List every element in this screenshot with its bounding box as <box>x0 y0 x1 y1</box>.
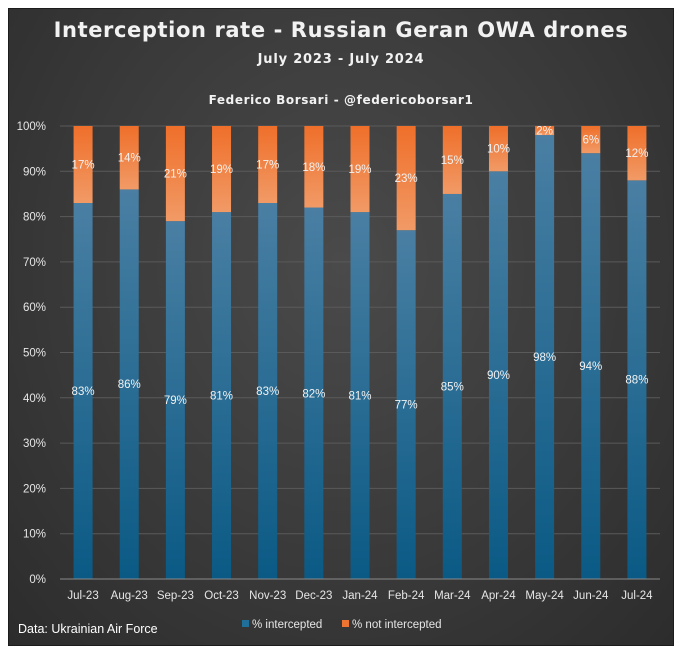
data-label-intercepted: 94% <box>579 361 602 373</box>
x-tick-label: May-24 <box>525 590 564 602</box>
bar-intercepted <box>350 212 370 579</box>
bar-intercepted <box>119 189 139 580</box>
data-label-not-intercepted: 18% <box>302 162 325 174</box>
legend: % intercepted % not intercepted <box>242 619 442 631</box>
data-label-intercepted: 98% <box>533 352 556 364</box>
y-tick-label: 10% <box>23 529 46 541</box>
x-tick-label: Oct-23 <box>204 590 239 602</box>
legend-swatch-not-intercepted <box>342 620 349 627</box>
data-label-intercepted: 82% <box>302 388 325 400</box>
x-tick-label: Mar-24 <box>434 590 471 602</box>
bar-not-intercepted <box>535 126 555 136</box>
data-label-intercepted: 88% <box>625 375 648 387</box>
data-label-intercepted: 85% <box>441 381 464 393</box>
x-tick-label: Nov-23 <box>249 590 286 602</box>
data-label-intercepted: 81% <box>210 391 233 403</box>
x-tick-label: Jun-24 <box>573 590 609 602</box>
x-tick-label: Jul-24 <box>621 590 653 602</box>
legend-label-not-intercepted: % not intercepted <box>352 619 442 631</box>
data-label-not-intercepted: 14% <box>118 153 141 165</box>
bar-not-intercepted <box>258 126 278 204</box>
x-tick-label: Apr-24 <box>481 590 516 602</box>
data-label-intercepted: 81% <box>348 391 371 403</box>
bar-not-intercepted <box>165 126 185 222</box>
bar-intercepted <box>212 212 232 579</box>
bar-not-intercepted <box>350 126 370 213</box>
data-label-not-intercepted: 6% <box>582 135 599 147</box>
bar-intercepted <box>73 203 93 579</box>
y-tick-label: 0% <box>29 574 46 586</box>
bar-intercepted <box>488 171 508 580</box>
legend-swatch-intercepted <box>242 620 249 627</box>
bar-not-intercepted <box>396 126 416 231</box>
bar-intercepted <box>442 193 462 579</box>
y-tick-label: 20% <box>23 483 46 495</box>
data-label-not-intercepted: 19% <box>210 164 233 176</box>
bar-not-intercepted <box>304 126 324 208</box>
data-source-note: Data: Ukrainian Air Force <box>18 622 158 636</box>
legend-label-intercepted: % intercepted <box>252 619 322 631</box>
data-label-not-intercepted: 2% <box>536 126 553 138</box>
data-label-not-intercepted: 10% <box>487 144 510 156</box>
bar-intercepted <box>396 230 416 579</box>
x-tick-label: Aug-23 <box>111 590 148 602</box>
data-label-not-intercepted: 17% <box>72 160 95 172</box>
data-label-not-intercepted: 23% <box>395 173 418 185</box>
bar-not-intercepted <box>119 126 139 190</box>
chart-author: Federico Borsari - @federicoborsar1 <box>208 93 474 107</box>
y-tick-label: 70% <box>23 257 46 269</box>
y-tick-label: 30% <box>23 438 46 450</box>
data-label-intercepted: 79% <box>164 395 187 407</box>
data-label-not-intercepted: 17% <box>256 160 279 172</box>
bar-intercepted <box>304 207 324 580</box>
y-tick-label: 80% <box>23 212 46 224</box>
bar-not-intercepted <box>627 126 647 181</box>
data-label-intercepted: 77% <box>395 400 418 412</box>
y-tick-label: 40% <box>23 393 46 405</box>
bars <box>73 126 647 580</box>
data-label-not-intercepted: 21% <box>164 169 187 181</box>
data-label-not-intercepted: 12% <box>625 148 648 160</box>
data-label-intercepted: 83% <box>256 386 279 398</box>
chart-frame <box>8 8 674 646</box>
bar-not-intercepted <box>73 126 93 204</box>
bar-intercepted <box>627 180 647 580</box>
data-labels: 83% 17% 86% 14% 79% 21% 81% 19% 83% 17% 82% 18% 81% 1… <box>72 126 649 412</box>
chart-subtitle: July 2023 - July 2024 <box>257 52 425 67</box>
data-label-intercepted: 90% <box>487 370 510 382</box>
bar-intercepted <box>165 221 185 579</box>
bar-not-intercepted <box>581 126 601 154</box>
data-label-not-intercepted: 19% <box>348 164 371 176</box>
bar-not-intercepted <box>488 126 508 172</box>
y-tick-label: 50% <box>23 348 46 360</box>
x-tick-label: Feb-24 <box>388 590 425 602</box>
x-tick-label: Jul-23 <box>67 590 98 602</box>
data-label-intercepted: 83% <box>72 386 95 398</box>
x-tick-label: Dec-23 <box>295 590 332 602</box>
y-tick-label: 100% <box>17 121 46 133</box>
bar-intercepted <box>535 135 555 579</box>
data-label-intercepted: 86% <box>118 379 141 391</box>
x-tick-label: Jan-24 <box>342 590 378 602</box>
chart-title: Interception rate - Russian Geran OWA dr… <box>53 18 629 42</box>
bar-intercepted <box>581 153 601 579</box>
bar-intercepted <box>258 203 278 579</box>
y-tick-label: 60% <box>23 302 46 314</box>
y-tick-label: 90% <box>23 166 46 178</box>
bar-not-intercepted <box>212 126 232 213</box>
bar-not-intercepted <box>442 126 462 194</box>
axes: 0% 10% 20% 30% 40% 50% 60% 70% 80% 90% 100% Jul-23 A… <box>17 121 660 602</box>
x-tick-label: Sep-23 <box>157 590 194 602</box>
data-label-not-intercepted: 15% <box>441 155 464 167</box>
